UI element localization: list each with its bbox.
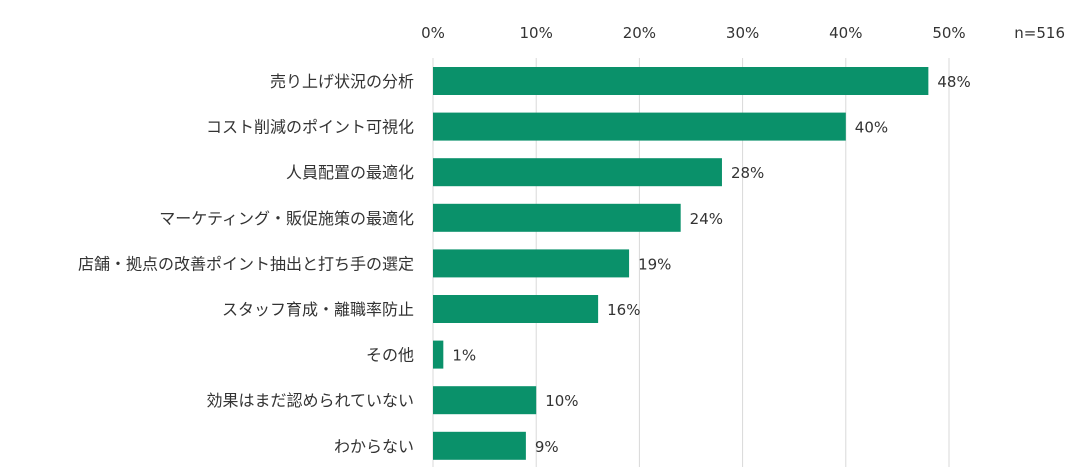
x-tick-label: 0% bbox=[421, 24, 445, 42]
x-tick-label: 40% bbox=[829, 24, 862, 42]
category-label: コスト削減のポイント可視化 bbox=[206, 118, 414, 137]
bar bbox=[433, 203, 681, 232]
bar bbox=[433, 295, 599, 323]
category-label: 効果はまだ認められていない bbox=[206, 391, 414, 410]
category-label: スタッフ育成・離職率防止 bbox=[222, 300, 414, 319]
bar bbox=[433, 112, 846, 141]
category-label: その他 bbox=[366, 346, 414, 365]
sample-size-label: n=516 bbox=[1014, 24, 1065, 42]
value-label: 48% bbox=[937, 73, 970, 91]
x-tick-label: 10% bbox=[520, 24, 553, 42]
category-labels: 売り上げ状況の分析コスト削減のポイント可視化人員配置の最適化マーケティング・販促… bbox=[78, 72, 414, 456]
value-label: 1% bbox=[452, 347, 476, 365]
x-tick-label: 30% bbox=[726, 24, 759, 42]
value-label: 10% bbox=[545, 392, 578, 410]
value-label: 9% bbox=[535, 438, 559, 456]
x-tick-label: 50% bbox=[932, 24, 965, 42]
category-label: マーケティング・販促施策の最適化 bbox=[159, 209, 414, 228]
category-label: 売り上げ状況の分析 bbox=[270, 72, 414, 91]
value-label: 16% bbox=[607, 301, 640, 319]
bar bbox=[433, 158, 722, 187]
x-axis-ticks: 0% 10% 20% 30% 40% 50% bbox=[421, 24, 966, 42]
value-labels: 48% 40% 28% 24% 19% 16% 1% 10% 9% bbox=[452, 73, 970, 456]
value-label: 19% bbox=[638, 255, 671, 273]
value-label: 24% bbox=[690, 210, 723, 228]
bar bbox=[433, 67, 929, 95]
bar bbox=[433, 249, 630, 278]
bar bbox=[433, 431, 526, 460]
value-label: 40% bbox=[855, 119, 888, 137]
category-label: 店舗・拠点の改善ポイント抽出と打ち手の選定 bbox=[78, 254, 414, 273]
bar bbox=[433, 386, 537, 415]
category-label: 人員配置の最適化 bbox=[286, 163, 414, 182]
x-tick-label: 20% bbox=[623, 24, 656, 42]
bars bbox=[433, 67, 929, 460]
value-label: 28% bbox=[731, 164, 764, 182]
bar bbox=[433, 340, 444, 369]
category-label: わからない bbox=[334, 437, 414, 456]
